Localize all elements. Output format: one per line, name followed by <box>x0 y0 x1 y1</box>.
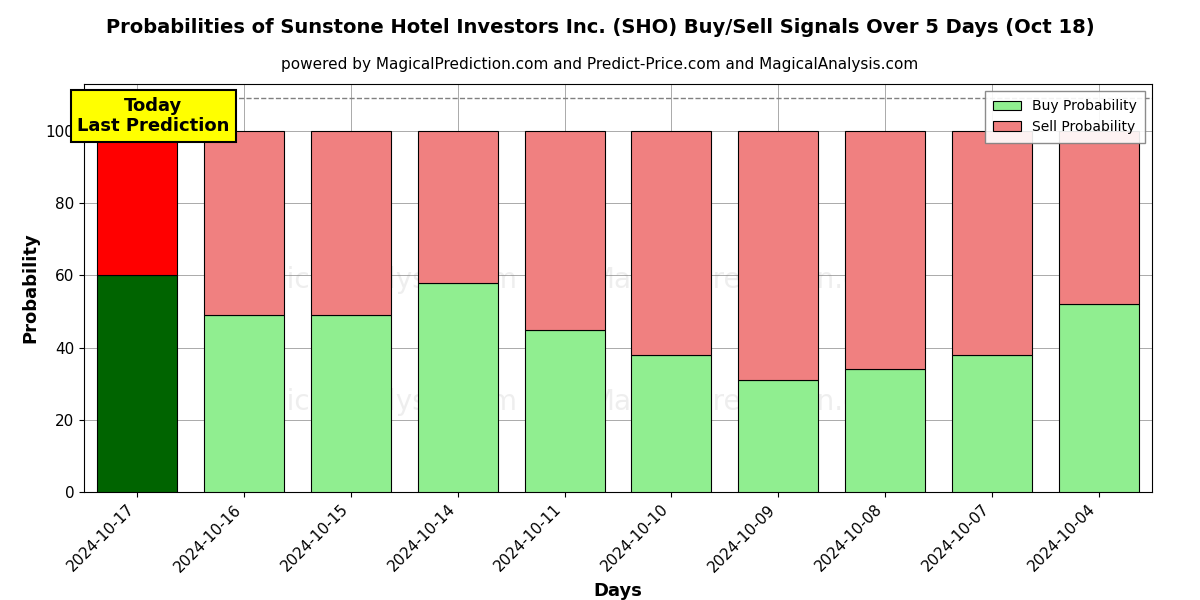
Bar <box>952 131 1032 355</box>
Bar <box>97 131 178 275</box>
Bar <box>845 131 925 369</box>
Text: Today
Last Prediction: Today Last Prediction <box>77 97 229 136</box>
Bar <box>524 329 605 492</box>
Text: MagicalAnalysis.com: MagicalAnalysis.com <box>228 266 517 294</box>
Text: MagicalPrediction.com: MagicalPrediction.com <box>590 266 902 294</box>
Bar <box>418 131 498 283</box>
Legend: Buy Probability, Sell Probability: Buy Probability, Sell Probability <box>985 91 1145 143</box>
Bar <box>738 380 818 492</box>
Bar <box>738 131 818 380</box>
Bar <box>1058 304 1139 492</box>
Text: MagicalAnalysis.com: MagicalAnalysis.com <box>228 388 517 416</box>
Text: Probabilities of Sunstone Hotel Investors Inc. (SHO) Buy/Sell Signals Over 5 Day: Probabilities of Sunstone Hotel Investor… <box>106 18 1094 37</box>
Y-axis label: Probability: Probability <box>22 233 40 343</box>
Bar <box>204 131 284 315</box>
Bar <box>418 283 498 492</box>
Bar <box>631 355 712 492</box>
Bar <box>204 315 284 492</box>
Bar <box>845 369 925 492</box>
Bar <box>952 355 1032 492</box>
X-axis label: Days: Days <box>594 581 642 599</box>
Text: powered by MagicalPrediction.com and Predict-Price.com and MagicalAnalysis.com: powered by MagicalPrediction.com and Pre… <box>281 57 919 72</box>
Text: MagicalPrediction.com: MagicalPrediction.com <box>590 388 902 416</box>
Bar <box>524 131 605 329</box>
Bar <box>311 315 391 492</box>
Bar <box>1058 131 1139 304</box>
Bar <box>97 275 178 492</box>
Bar <box>311 131 391 315</box>
Bar <box>631 131 712 355</box>
